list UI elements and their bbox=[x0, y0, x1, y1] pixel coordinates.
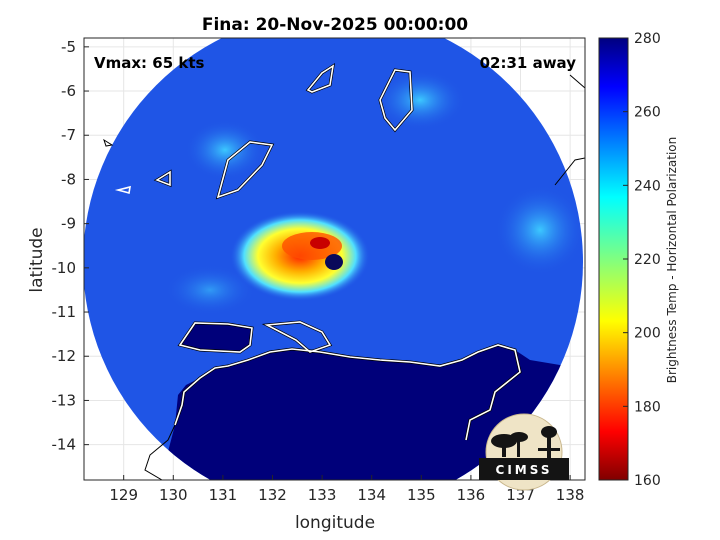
y-axis-label: latitude bbox=[27, 227, 47, 292]
y-tick-label: -12 bbox=[52, 347, 77, 365]
colorbar-ticks: 280 260 240 220 200 180 160 bbox=[623, 31, 661, 489]
rainband-cells bbox=[375, 70, 465, 130]
colorbar-tick-label: 240 bbox=[634, 178, 661, 194]
y-ticks: -5 -6 -7 -8 -9 -10 -11 -12 -13 -14 bbox=[52, 38, 89, 454]
x-tick-label: 129 bbox=[109, 486, 138, 504]
y-tick-label: -14 bbox=[52, 436, 77, 454]
x-tick-label: 132 bbox=[258, 486, 287, 504]
time-away-label: 02:31 away bbox=[480, 54, 577, 72]
colorbar-tick-label: 180 bbox=[634, 399, 661, 415]
coastlines bbox=[114, 64, 521, 441]
y-tick-label: -9 bbox=[61, 215, 76, 233]
y-tick-label: -13 bbox=[52, 391, 77, 409]
y-tick-label: -5 bbox=[61, 38, 76, 56]
rainband-cells bbox=[495, 185, 583, 275]
storm-eye bbox=[325, 254, 343, 270]
y-tick-label: -6 bbox=[61, 82, 76, 100]
logo-text: CIMSS bbox=[496, 463, 553, 477]
y-tick-label: -11 bbox=[52, 303, 77, 321]
y-tick-label: -7 bbox=[61, 126, 76, 144]
y-tick-label: -10 bbox=[52, 259, 77, 277]
colorbar-tick-label: 260 bbox=[634, 105, 661, 121]
microwave-swath bbox=[84, 38, 583, 480]
logo-banner bbox=[479, 458, 569, 480]
island-melville bbox=[180, 323, 252, 352]
x-tick-label: 130 bbox=[159, 486, 188, 504]
x-tick-label: 137 bbox=[506, 486, 535, 504]
chart-title: Fina: 20-Nov-2025 00:00:00 bbox=[202, 15, 468, 35]
rainband-cells bbox=[165, 265, 255, 315]
vmax-label: Vmax: 65 kts bbox=[94, 54, 204, 72]
colorbar: 280 260 240 220 200 180 160 Brightness Temp - … bbox=[598, 31, 679, 489]
colorbar-tick-label: 160 bbox=[634, 473, 661, 489]
y-tick-label: -8 bbox=[61, 170, 76, 188]
x-tick-label: 135 bbox=[407, 486, 436, 504]
plot-frame bbox=[83, 37, 586, 481]
x-tick-label: 134 bbox=[357, 486, 386, 504]
coastlines-outside-swath bbox=[103, 74, 585, 480]
colorbar-tick-label: 280 bbox=[634, 31, 661, 47]
colorbar-tick-label: 220 bbox=[634, 252, 661, 268]
x-tick-label: 138 bbox=[556, 486, 585, 504]
colorbar-tick-label: 200 bbox=[634, 326, 661, 342]
colorbar-label: Brightness Temp - Horizontal Polarizatio… bbox=[665, 137, 679, 384]
water-tower-icon bbox=[541, 426, 557, 438]
x-axis-label: longitude bbox=[295, 513, 375, 533]
x-ticks: 129 130 131 132 133 134 135 136 137 138 bbox=[109, 475, 584, 504]
cimss-logo: CIMSS bbox=[479, 413, 569, 491]
x-tick-label: 131 bbox=[209, 486, 238, 504]
coldest-cloud-tops bbox=[310, 237, 330, 249]
rainband-cells bbox=[185, 120, 265, 180]
x-tick-label: 133 bbox=[308, 486, 337, 504]
x-tick-label: 136 bbox=[457, 486, 486, 504]
